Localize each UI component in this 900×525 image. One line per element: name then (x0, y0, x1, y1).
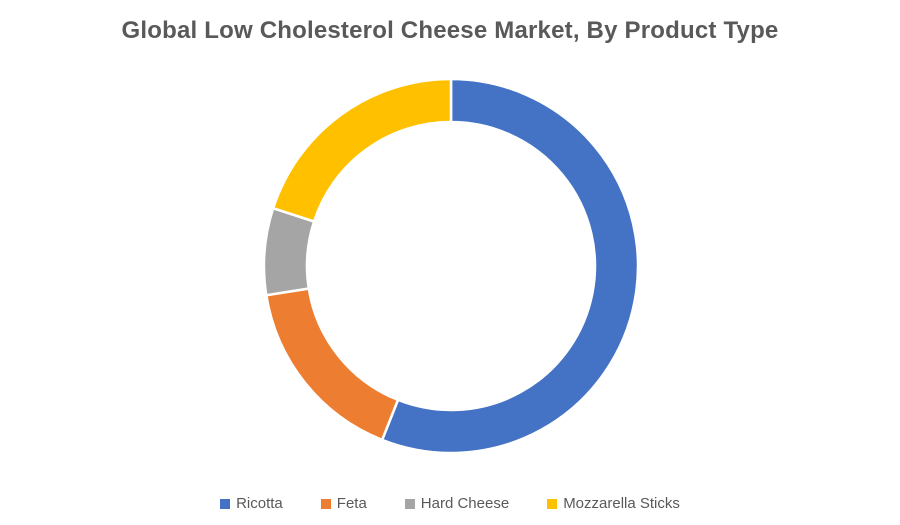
legend-item-ricotta: Ricotta (220, 495, 283, 512)
slice-hard-cheese (262, 206, 316, 297)
legend-item-hard-cheese: Hard Cheese (404, 495, 510, 512)
legend-swatch-icon (547, 498, 558, 509)
legend-item-mozzarella-sticks: Mozzarella Sticks (547, 495, 680, 512)
legend-swatch-icon (404, 498, 415, 509)
legend-label: Hard Cheese (420, 495, 510, 512)
legend-label: Mozzarella Sticks (563, 495, 680, 512)
slice-mozzarella-sticks (271, 77, 453, 224)
chart-title: Global Low Cholesterol Cheese Market, By… (121, 17, 779, 44)
legend-swatch-icon (220, 498, 231, 509)
legend-item-feta: Feta (320, 495, 367, 512)
slice-ricotta (380, 77, 640, 455)
legend-label: Ricotta (236, 495, 283, 512)
chart-legend: Ricotta Feta Hard Cheese Mozzarella Sticks (0, 495, 900, 512)
legend-label: Feta (336, 495, 367, 512)
legend-swatch-icon (320, 498, 331, 509)
slice-feta (264, 287, 400, 442)
